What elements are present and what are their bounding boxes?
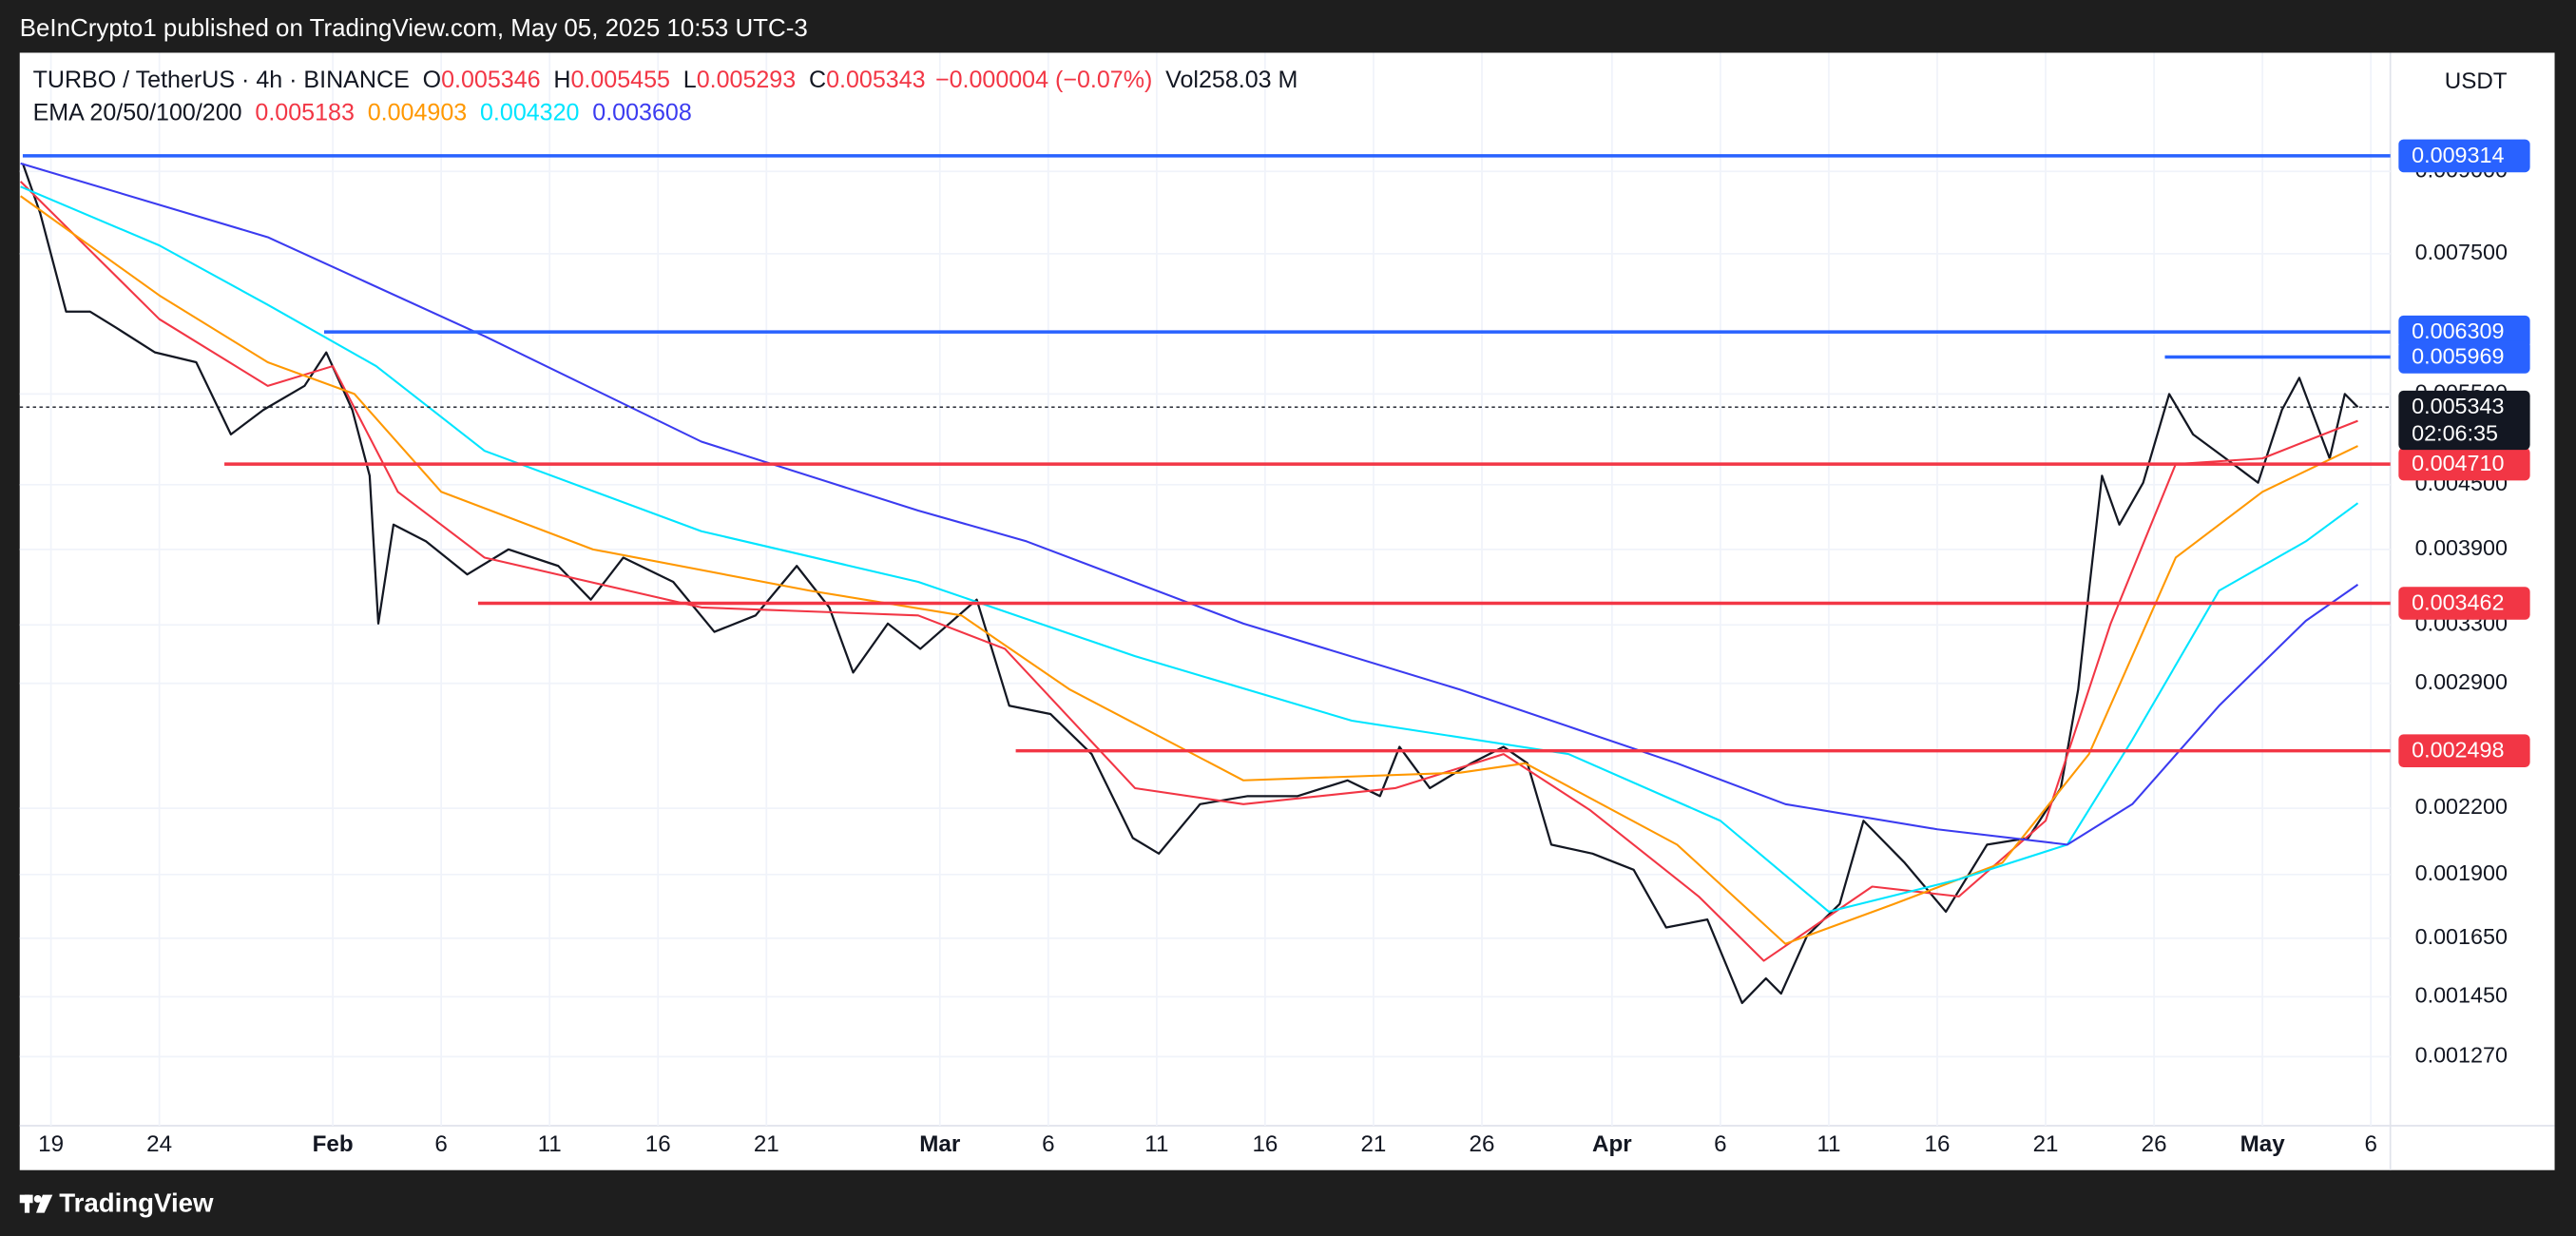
y-tick-label: 0.003900 [2415, 535, 2508, 560]
price-badge [2398, 734, 2530, 767]
x-tick-label: 16 [1252, 1131, 1278, 1157]
price-badge-label: 0.006309 [2412, 319, 2504, 343]
grid [19, 52, 2391, 1127]
ema-line [19, 181, 2358, 962]
ohlc-label: O [423, 66, 441, 92]
price-badge [2398, 587, 2530, 620]
y-tick-label: 0.007500 [2415, 240, 2508, 264]
symbol-row: TURBO / TetherUS · 4h · BINANCE O0.005346… [33, 66, 1298, 92]
ohlc-label: L [683, 66, 697, 92]
price-badge-label: 0.005969 [2412, 344, 2504, 369]
y-tick-label: 0.002900 [2415, 669, 2508, 694]
x-tick-label: 6 [1714, 1131, 1726, 1157]
price-badge [2398, 340, 2530, 374]
y-tick-label: 0.001270 [2415, 1043, 2508, 1068]
x-tick-label: 24 [146, 1131, 172, 1157]
x-tick-label: 26 [2142, 1131, 2167, 1157]
publisher-line: BeInCrypto1 published on TradingView.com… [20, 15, 808, 42]
last-price-label: 0.005343 [2412, 394, 2504, 418]
plot [19, 154, 2391, 1005]
x-tick-label: May [2240, 1131, 2286, 1157]
x-tick-label: 21 [754, 1131, 779, 1157]
x-tick-label: 16 [645, 1131, 671, 1157]
footer-brand: TradingView [59, 1188, 214, 1217]
x-tick-label: 6 [434, 1131, 447, 1157]
x-tick-label: 26 [1470, 1131, 1495, 1157]
volume-value: 258.03 M [1199, 66, 1298, 92]
ohlc-label: C [809, 66, 826, 92]
symbol: TURBO / TetherUS · 4h · BINANCE [33, 66, 410, 92]
ema-line [20, 162, 2359, 846]
ema-line [20, 195, 2358, 945]
x-tick-label: Mar [919, 1131, 961, 1157]
x-tick-label: 21 [1360, 1131, 1386, 1157]
indicator: EMA 20/50/100/200 [33, 99, 242, 126]
change: −0.000004 (−0.07%) [935, 66, 1152, 92]
chart-panel [19, 52, 2555, 1170]
y-tick-label: 0.002200 [2415, 794, 2508, 819]
x-tick-label: 21 [2033, 1131, 2059, 1157]
tradingview-logo [19, 1194, 53, 1213]
currency[interactable]: USDT [2445, 68, 2508, 94]
y-tick-label: 0.001450 [2415, 983, 2508, 1008]
ohlc-value: 0.005346 [441, 66, 540, 92]
x-tick-label: 6 [2364, 1131, 2376, 1157]
price-badge-label: 0.002498 [2412, 738, 2504, 763]
ema-value: 0.004320 [480, 99, 579, 126]
x-tick-label: Feb [313, 1131, 354, 1157]
logo-part [24, 1194, 30, 1213]
price-badge [2398, 315, 2530, 349]
currency-box[interactable] [2401, 59, 2544, 106]
ema-value: 0.003608 [592, 99, 691, 126]
x-tick-label: 11 [538, 1131, 562, 1157]
price-badge [2398, 447, 2530, 481]
ohlc-value: 0.005455 [570, 66, 669, 92]
x-tick-label: 11 [1817, 1131, 1840, 1157]
ohlc-label: H [553, 66, 570, 92]
price-badge-label: 0.009314 [2412, 143, 2504, 167]
logo-part [36, 1194, 53, 1213]
volume-label: Vol [1165, 66, 1199, 92]
x-tick-label: Apr [1592, 1131, 1632, 1157]
y-tick-label: 0.001900 [2415, 860, 2508, 885]
logo-part [33, 1194, 42, 1203]
y-tick-label: 0.001650 [2415, 924, 2508, 949]
indicator-row: EMA 20/50/100/200 0.005183 0.004903 0.00432… [33, 99, 692, 126]
x-tick-label: 6 [1042, 1131, 1054, 1157]
price-badge [2398, 139, 2530, 173]
ema-value: 0.005183 [255, 99, 354, 126]
x-tick-label: 19 [38, 1131, 64, 1157]
last-price-badge [2398, 390, 2530, 451]
x-tick-label: 16 [1925, 1131, 1951, 1157]
ema-value: 0.004903 [368, 99, 467, 126]
ema-line [20, 185, 2359, 913]
price-badge-label: 0.004710 [2412, 451, 2504, 475]
price-line [21, 163, 2359, 1005]
price-badge-label: 0.003462 [2412, 590, 2504, 615]
ohlc-value: 0.005293 [697, 66, 796, 92]
ohlc-value: 0.005343 [826, 66, 925, 92]
legend-header: TURBO / TetherUS · 4h · BINANCE O0.005346… [33, 66, 1298, 126]
countdown: 02:06:35 [2412, 421, 2498, 446]
x-tick-label: 11 [1144, 1131, 1168, 1157]
